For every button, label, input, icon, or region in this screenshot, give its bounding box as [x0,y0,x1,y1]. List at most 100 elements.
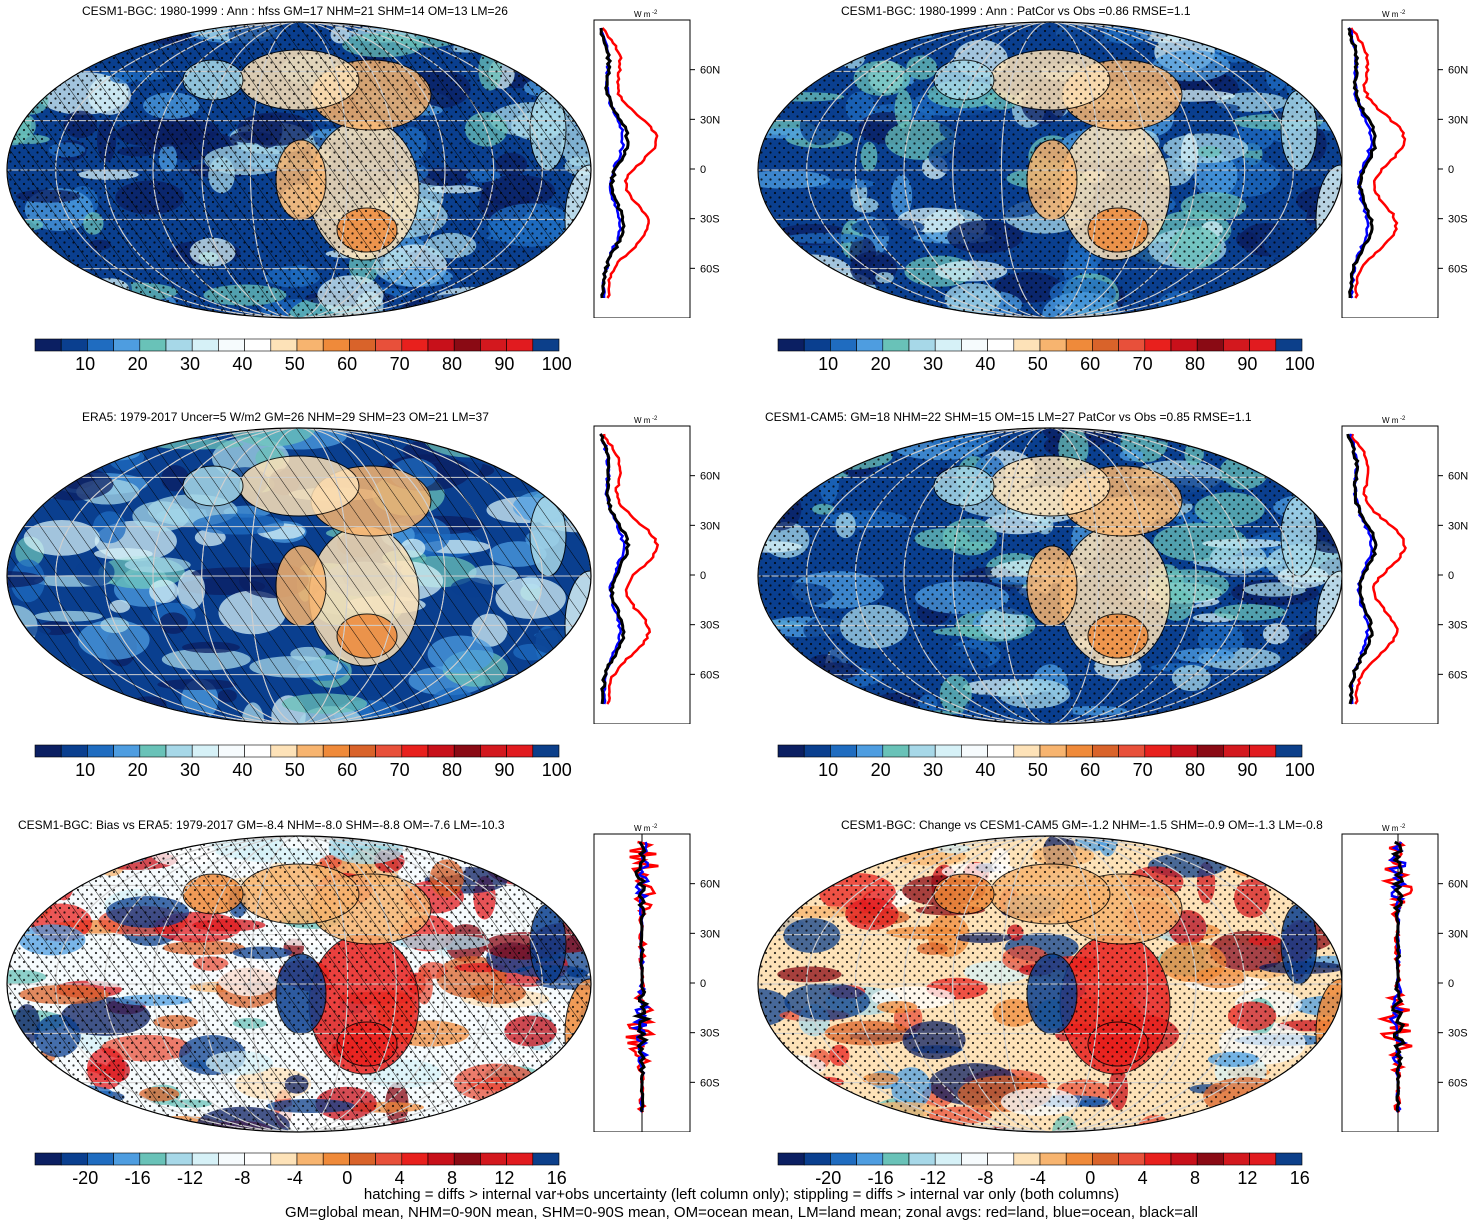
colorbar-label: -12 [920,1168,946,1187]
zonal-mean-plot: W m-260N30N030S60S04080 [1341,416,1468,724]
colorbar-label: 8 [1190,1168,1200,1187]
colorbar-swatch [191,1152,219,1166]
colorbar-label: 80 [1185,354,1205,373]
colorbar-swatch [349,744,376,758]
colorbar-swatch [480,1152,507,1166]
colorbar-swatch [908,1152,936,1166]
colorbar-swatch [934,1152,962,1166]
lat-label: 30N [700,928,720,940]
lat-label: 30S [700,620,720,632]
colorbar-label: 20 [128,354,148,373]
colorbar-swatch [506,744,534,758]
lat-label: 60N [700,65,720,77]
colorbar-swatch [777,744,805,758]
colorbar-swatch [1065,338,1093,352]
colorbar-swatch [1118,338,1146,352]
colorbar-swatch [218,338,245,352]
colorbar-swatch [1196,338,1224,352]
colorbar-swatch [830,1152,857,1166]
global-map [757,835,1343,1133]
lat-label: 60S [700,263,720,275]
colorbar: 102030405060708090100110 [777,744,1315,779]
lat-label: 30N [1448,520,1468,532]
colorbar-swatch [1065,1152,1093,1166]
colorbar-swatch [987,744,1015,758]
colorbar-swatch [1249,744,1277,758]
colorbar-swatch [803,744,831,758]
colorbar-label: -16 [868,1168,894,1187]
colorbar-swatch [961,1152,988,1166]
colorbar-label: 40 [975,354,995,373]
colorbar-label: 50 [1028,354,1048,373]
lat-label: 30N [700,114,720,126]
units-exponent: -2 [1400,10,1406,16]
colorbar-label: 60 [1080,760,1100,779]
zonal-mean-plot: W m-260N30N030S60S04080 [1341,10,1468,318]
lat-label: 60N [1448,879,1468,891]
colorbar-swatch [34,744,62,758]
colorbar-swatch [1249,1152,1277,1166]
colorbar-swatch [882,338,910,352]
colorbar-swatch [60,744,88,758]
zonal-curve [632,841,653,1113]
colorbar-swatch [961,338,988,352]
colorbar-swatch [777,1152,805,1166]
colorbar-swatch [856,744,884,758]
zonal-mean-plot: W m-260N30N030S60S04080 [593,416,720,724]
colorbar: 102030405060708090100110 [34,338,572,373]
lat-label: 0 [700,164,706,176]
colorbar-label: 70 [390,354,410,373]
colorbar-swatch [270,744,298,758]
units-exponent: -2 [1400,824,1406,830]
colorbar-swatch [139,338,167,352]
colorbar-swatch [987,1152,1015,1166]
colorbar-label: 12 [494,1168,514,1187]
colorbar-label: 40 [232,354,252,373]
colorbar-label: 80 [442,760,462,779]
colorbar-swatch [296,744,324,758]
colorbar-swatch [1092,1152,1119,1166]
panel-5: CESM1-BGC: Bias vs ERA5: 1979-2017 GM=-8… [0,814,740,1214]
lat-label: 30S [1448,620,1468,632]
colorbar-swatch [244,1152,272,1166]
colorbar-swatch [532,1152,560,1166]
colorbar-label: -8 [977,1168,993,1187]
zonal-curve [1350,433,1407,705]
colorbar-label: 40 [232,760,252,779]
colorbar-swatch [480,338,507,352]
zonal-curve [599,433,631,705]
global-map [6,835,592,1133]
colorbar-swatch [908,338,936,352]
colorbar-swatch [401,744,429,758]
colorbar-swatch [882,1152,910,1166]
global-map [757,21,1343,319]
colorbar-label: -12 [177,1168,203,1187]
colorbar-swatch [165,1152,193,1166]
colorbar-label: 30 [180,354,200,373]
colorbar-swatch [139,1152,167,1166]
colorbar-swatch [1223,744,1250,758]
colorbar-label: 20 [871,760,891,779]
global-map [757,427,1343,725]
colorbar-swatch [34,1152,62,1166]
colorbar-swatch [401,338,429,352]
panel-4: CESM1-CAM5: GM=18 NHM=22 SHM=15 OM=15 LM… [743,406,1483,806]
colorbar-swatch [1039,1152,1067,1166]
colorbar-swatch [1065,744,1093,758]
zonal-curve [1390,840,1406,1113]
panel-6: CESM1-BGC: Change vs CESM1-CAM5 GM=-1.2 … [743,814,1483,1214]
colorbar-swatch [296,1152,324,1166]
colorbar-swatch [427,1152,455,1166]
colorbar-label: 50 [285,354,305,373]
colorbar-label: -20 [815,1168,841,1187]
colorbar-swatch [1144,338,1172,352]
colorbar-label: 4 [395,1168,405,1187]
colorbar-swatch [934,338,962,352]
lat-label: 30S [700,214,720,226]
colorbar-swatch [427,338,455,352]
zonal-curve [1350,27,1407,299]
colorbar-label: 50 [1028,760,1048,779]
colorbar-swatch [375,338,403,352]
colorbar-swatch [1170,338,1198,352]
colorbar-swatch [882,744,910,758]
